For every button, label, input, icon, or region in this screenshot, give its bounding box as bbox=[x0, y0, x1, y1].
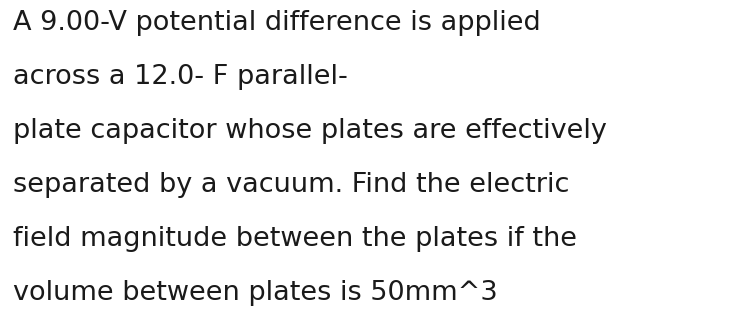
Text: volume between plates is 50mm^3: volume between plates is 50mm^3 bbox=[13, 280, 498, 306]
Text: across a 12.0- F parallel-: across a 12.0- F parallel- bbox=[13, 64, 348, 90]
Text: separated by a vacuum. Find the electric: separated by a vacuum. Find the electric bbox=[13, 172, 570, 198]
Text: field magnitude between the plates if the: field magnitude between the plates if th… bbox=[13, 226, 577, 252]
Text: plate capacitor whose plates are effectively: plate capacitor whose plates are effecti… bbox=[13, 118, 607, 144]
Text: A 9.00-V potential difference is applied: A 9.00-V potential difference is applied bbox=[13, 10, 541, 36]
